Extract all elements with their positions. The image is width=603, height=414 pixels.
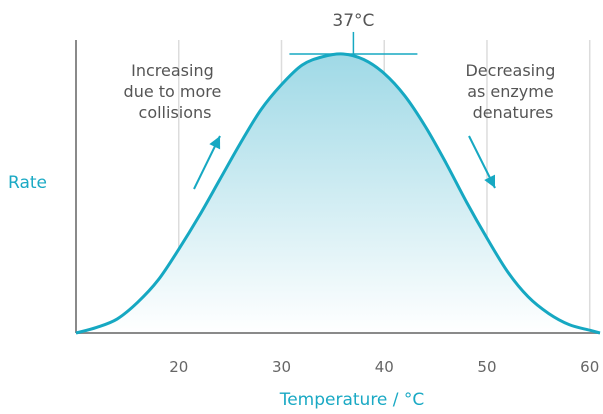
curve-area-fill (76, 53, 600, 333)
x-tick-label-30: 30 (272, 358, 291, 376)
annotation-decreasing-line-2: as enzyme (467, 82, 554, 101)
annotation-increasing-line-2: due to more (124, 82, 222, 101)
y-axis-title: Rate (8, 173, 47, 193)
x-tick-label-20: 20 (169, 358, 188, 376)
annotation-increasing-line-1: Increasing (131, 61, 214, 80)
annotation-decreasing-line-1: Decreasing (465, 61, 555, 80)
x-tick-label-40: 40 (375, 358, 394, 376)
x-tick-label-50: 50 (477, 358, 496, 376)
x-tick-label-60: 60 (580, 358, 599, 376)
x-axis-title: Temperature / °C (279, 390, 425, 410)
peak-temperature-label: 37°C (332, 11, 374, 31)
annotation-increasing: Increasing due to more collisions (124, 61, 227, 122)
x-axis-ticks: 20 30 40 50 60 (169, 358, 599, 376)
arrow-down-icon (468, 135, 496, 189)
annotation-decreasing-line-3: denatures (473, 103, 554, 122)
arrow-up-icon (193, 135, 221, 190)
annotation-increasing-line-3: collisions (139, 103, 212, 122)
arrow-head (484, 174, 495, 188)
annotation-decreasing: Decreasing as enzyme denatures (465, 61, 560, 122)
arrow-head (209, 136, 221, 150)
